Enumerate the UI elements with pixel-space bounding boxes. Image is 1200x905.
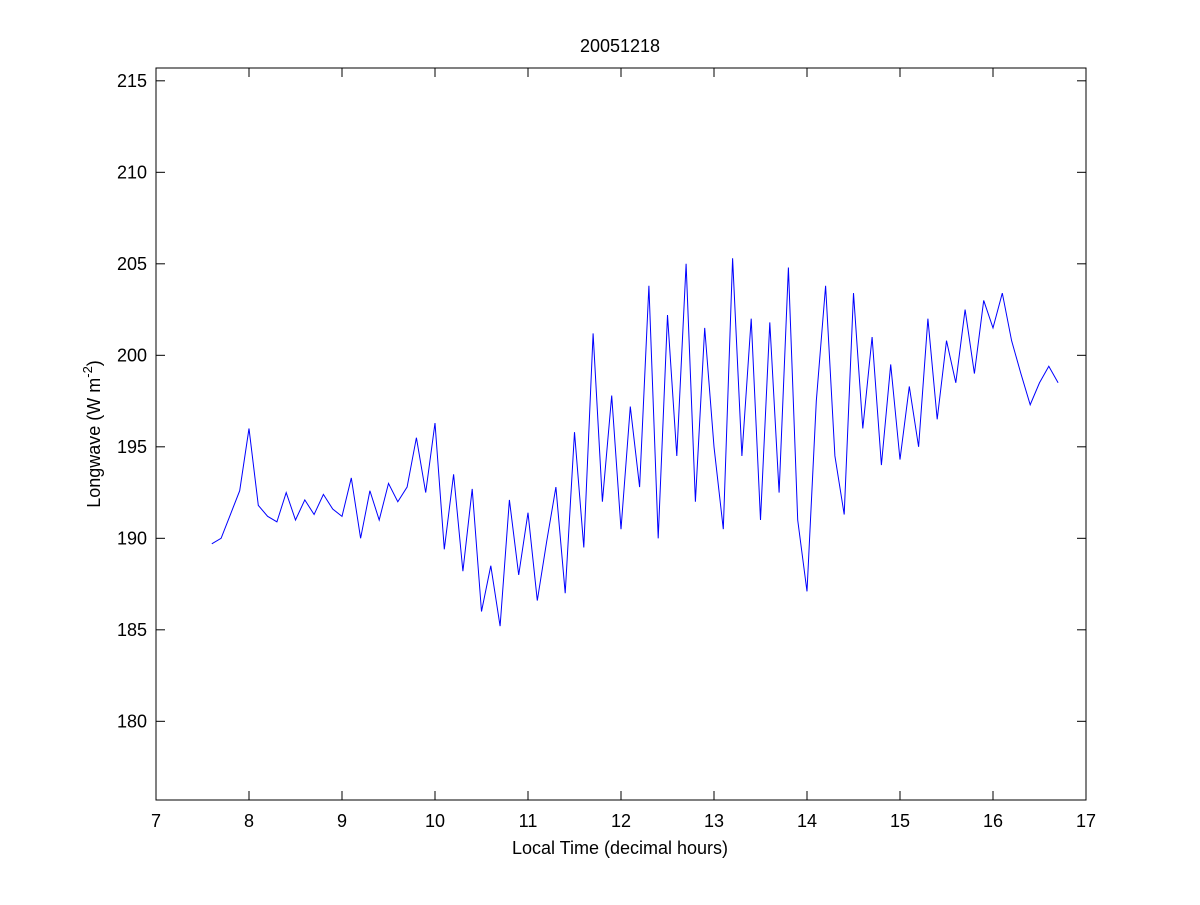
chart-title: 20051218 (580, 36, 660, 56)
data-line (211, 258, 1059, 627)
x-tick-label: 13 (704, 811, 724, 831)
x-tick-label: 11 (519, 811, 538, 831)
y-tick-label: 210 (117, 162, 147, 182)
y-axis-label-sup: -2 (80, 366, 95, 378)
x-tick-label: 17 (1076, 811, 1096, 831)
x-tick-label: 9 (337, 811, 347, 831)
x-tick-label: 8 (244, 811, 254, 831)
plot-area (155, 67, 1087, 801)
y-axis-label: Longwave (W m-2) (80, 360, 104, 508)
y-tick-label: 215 (117, 71, 147, 91)
y-tick-label: 195 (117, 437, 147, 457)
y-tick-label: 185 (117, 620, 147, 640)
x-tick-label: 16 (983, 811, 1003, 831)
y-tick-label: 180 (117, 711, 147, 731)
x-tick-label: 15 (890, 811, 910, 831)
y-axis-label-main: Longwave (W m (84, 378, 104, 508)
x-tick-label: 12 (611, 811, 631, 831)
y-axis-label-end: ) (84, 360, 104, 366)
x-tick-label: 7 (151, 811, 161, 831)
x-axis-label: Local Time (decimal hours) (512, 838, 728, 858)
x-tick-label: 10 (425, 811, 445, 831)
y-tick-label: 190 (117, 528, 147, 548)
y-tick-label: 200 (117, 345, 147, 365)
y-tick-label: 205 (117, 254, 147, 274)
x-tick-label: 14 (797, 811, 817, 831)
